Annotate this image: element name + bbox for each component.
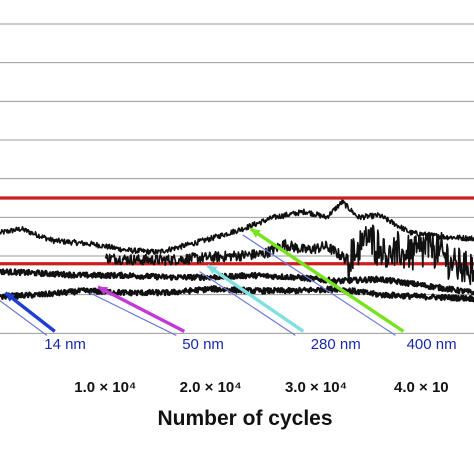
- annotation-label: 50 nm: [182, 336, 224, 353]
- annotation-arrow: [206, 264, 305, 333]
- x-tick-label: 3.0 × 10⁴: [285, 379, 347, 396]
- x-tick-label: 4.0 × 10: [394, 379, 449, 396]
- series-lines: [0, 199, 474, 303]
- annotation-arrowhead: [98, 286, 108, 296]
- series-line: [0, 199, 474, 255]
- gridlines: [0, 23, 474, 334]
- annotations: 14 nm 50 nm 280 nm 400 nm: [0, 227, 457, 353]
- annotation-label: 14 nm: [44, 336, 86, 353]
- annotation-arrowhead: [207, 265, 218, 275]
- annotation-arrow: [4, 291, 56, 333]
- annotation-shadow-line: [242, 234, 396, 336]
- annotation-arrow: [249, 227, 405, 333]
- annotation-label: 280 nm: [311, 336, 361, 353]
- x-tick-label: 1.0 × 10⁴: [74, 379, 136, 396]
- x-axis-title: Number of cycles: [157, 407, 332, 430]
- annotation-arrow: [97, 285, 186, 333]
- annotation-arrowhead: [5, 292, 16, 302]
- annotation-arrowhead: [250, 228, 261, 238]
- annotation-shadow-line: [89, 292, 177, 336]
- x-tick-label: 2.0 × 10⁴: [180, 379, 242, 396]
- annotation-shadow-line: [199, 271, 296, 336]
- annotation-label: 400 nm: [407, 336, 457, 353]
- series-line: [0, 268, 474, 296]
- annotation-shadow-line: [0, 300, 48, 336]
- series-line: [104, 224, 474, 286]
- x-tick-labels: 1.0 × 10⁴ 2.0 × 10⁴ 3.0 × 10⁴ 4.0 × 10: [74, 379, 448, 396]
- series-line: [0, 285, 474, 303]
